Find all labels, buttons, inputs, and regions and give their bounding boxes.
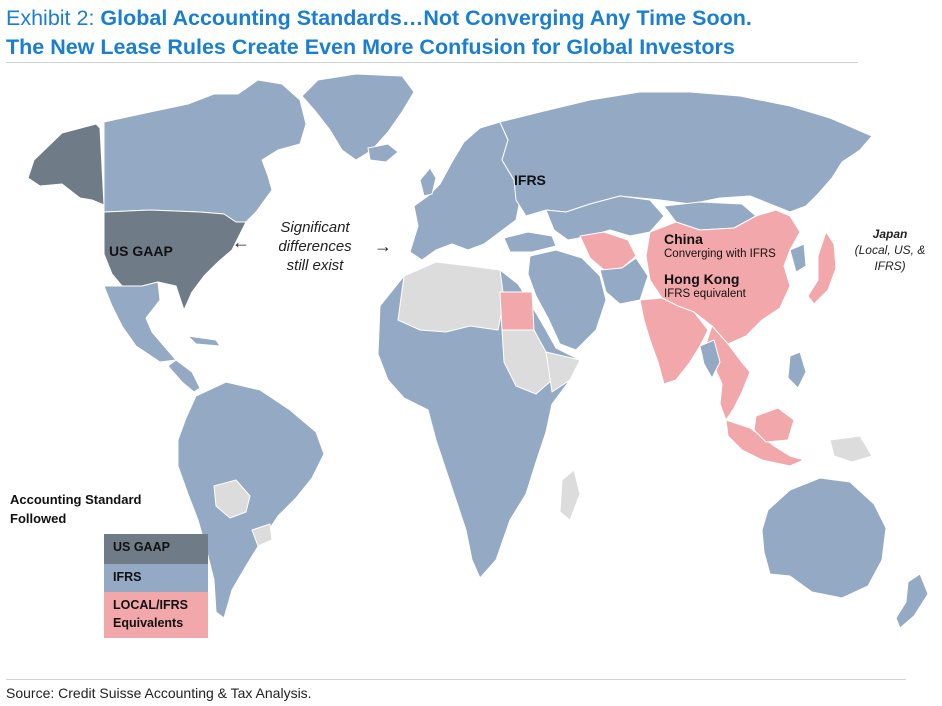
region-north-africa [397,261,505,333]
source-divider [6,679,906,680]
region-borneo [753,407,795,443]
region-philippines [787,351,807,389]
world-map: ← → [27,73,929,629]
region-iceland [367,143,399,163]
region-middle-east [527,249,607,351]
arrow-right-icon: → [374,236,392,256]
region-myanmar [699,339,721,379]
legend-swatch-local-ifrs: LOCAL/IFRS Equivalents [104,592,208,638]
region-central-america [167,359,201,393]
region-mexico [103,281,177,363]
region-nz [895,573,929,629]
region-uk [419,167,437,197]
label-japan: Japan (Local, US, & IFRS) [854,227,926,273]
region-png [829,435,873,463]
region-india [639,297,709,385]
exhibit-title: Exhibit 2: Global Accounting Standards…N… [6,4,936,62]
label-ifrs: IFRS [514,172,546,188]
label-china: China [664,231,703,247]
legend-title: Accounting Standard Followed [10,492,142,526]
legend-swatch-us-gaap: US GAAP [104,534,208,564]
region-south-america [177,381,325,619]
region-australia [761,477,887,599]
region-alaska [27,123,105,206]
label-hong-kong-sub: IFRS equivalent [664,288,746,300]
region-bolivia [213,479,251,519]
title-line-1: Global Accounting Standards…Not Convergi… [100,6,752,30]
region-russia [499,91,873,217]
region-iran [579,231,637,271]
source-note: Source: Credit Suisse Accounting & Tax A… [6,685,312,701]
region-egypt [499,291,535,331]
region-sudan [501,329,553,395]
legend-swatch-ifrs: IFRS [104,564,208,592]
region-horn [545,351,581,393]
region-pakistan [599,257,649,305]
region-greenland [301,73,415,161]
label-china-sub: Converging with IFRS [664,248,776,260]
label-us-gaap: US GAAP [109,243,173,259]
region-uruguay [251,523,273,547]
region-turkey [503,231,557,253]
label-significant-differences: Significant differences still exist [278,219,352,274]
region-japan [807,231,837,305]
region-madagascar [559,469,581,521]
title-line-2: The New Lease Rules Create Even More Con… [6,35,735,59]
region-caribbean [187,335,221,347]
label-hong-kong: Hong Kong [664,271,740,287]
arrow-left-icon: ← [232,232,250,252]
region-korea [789,243,807,273]
exhibit-number: Exhibit 2: [6,6,101,30]
title-divider [6,62,858,63]
region-canada [103,79,307,223]
